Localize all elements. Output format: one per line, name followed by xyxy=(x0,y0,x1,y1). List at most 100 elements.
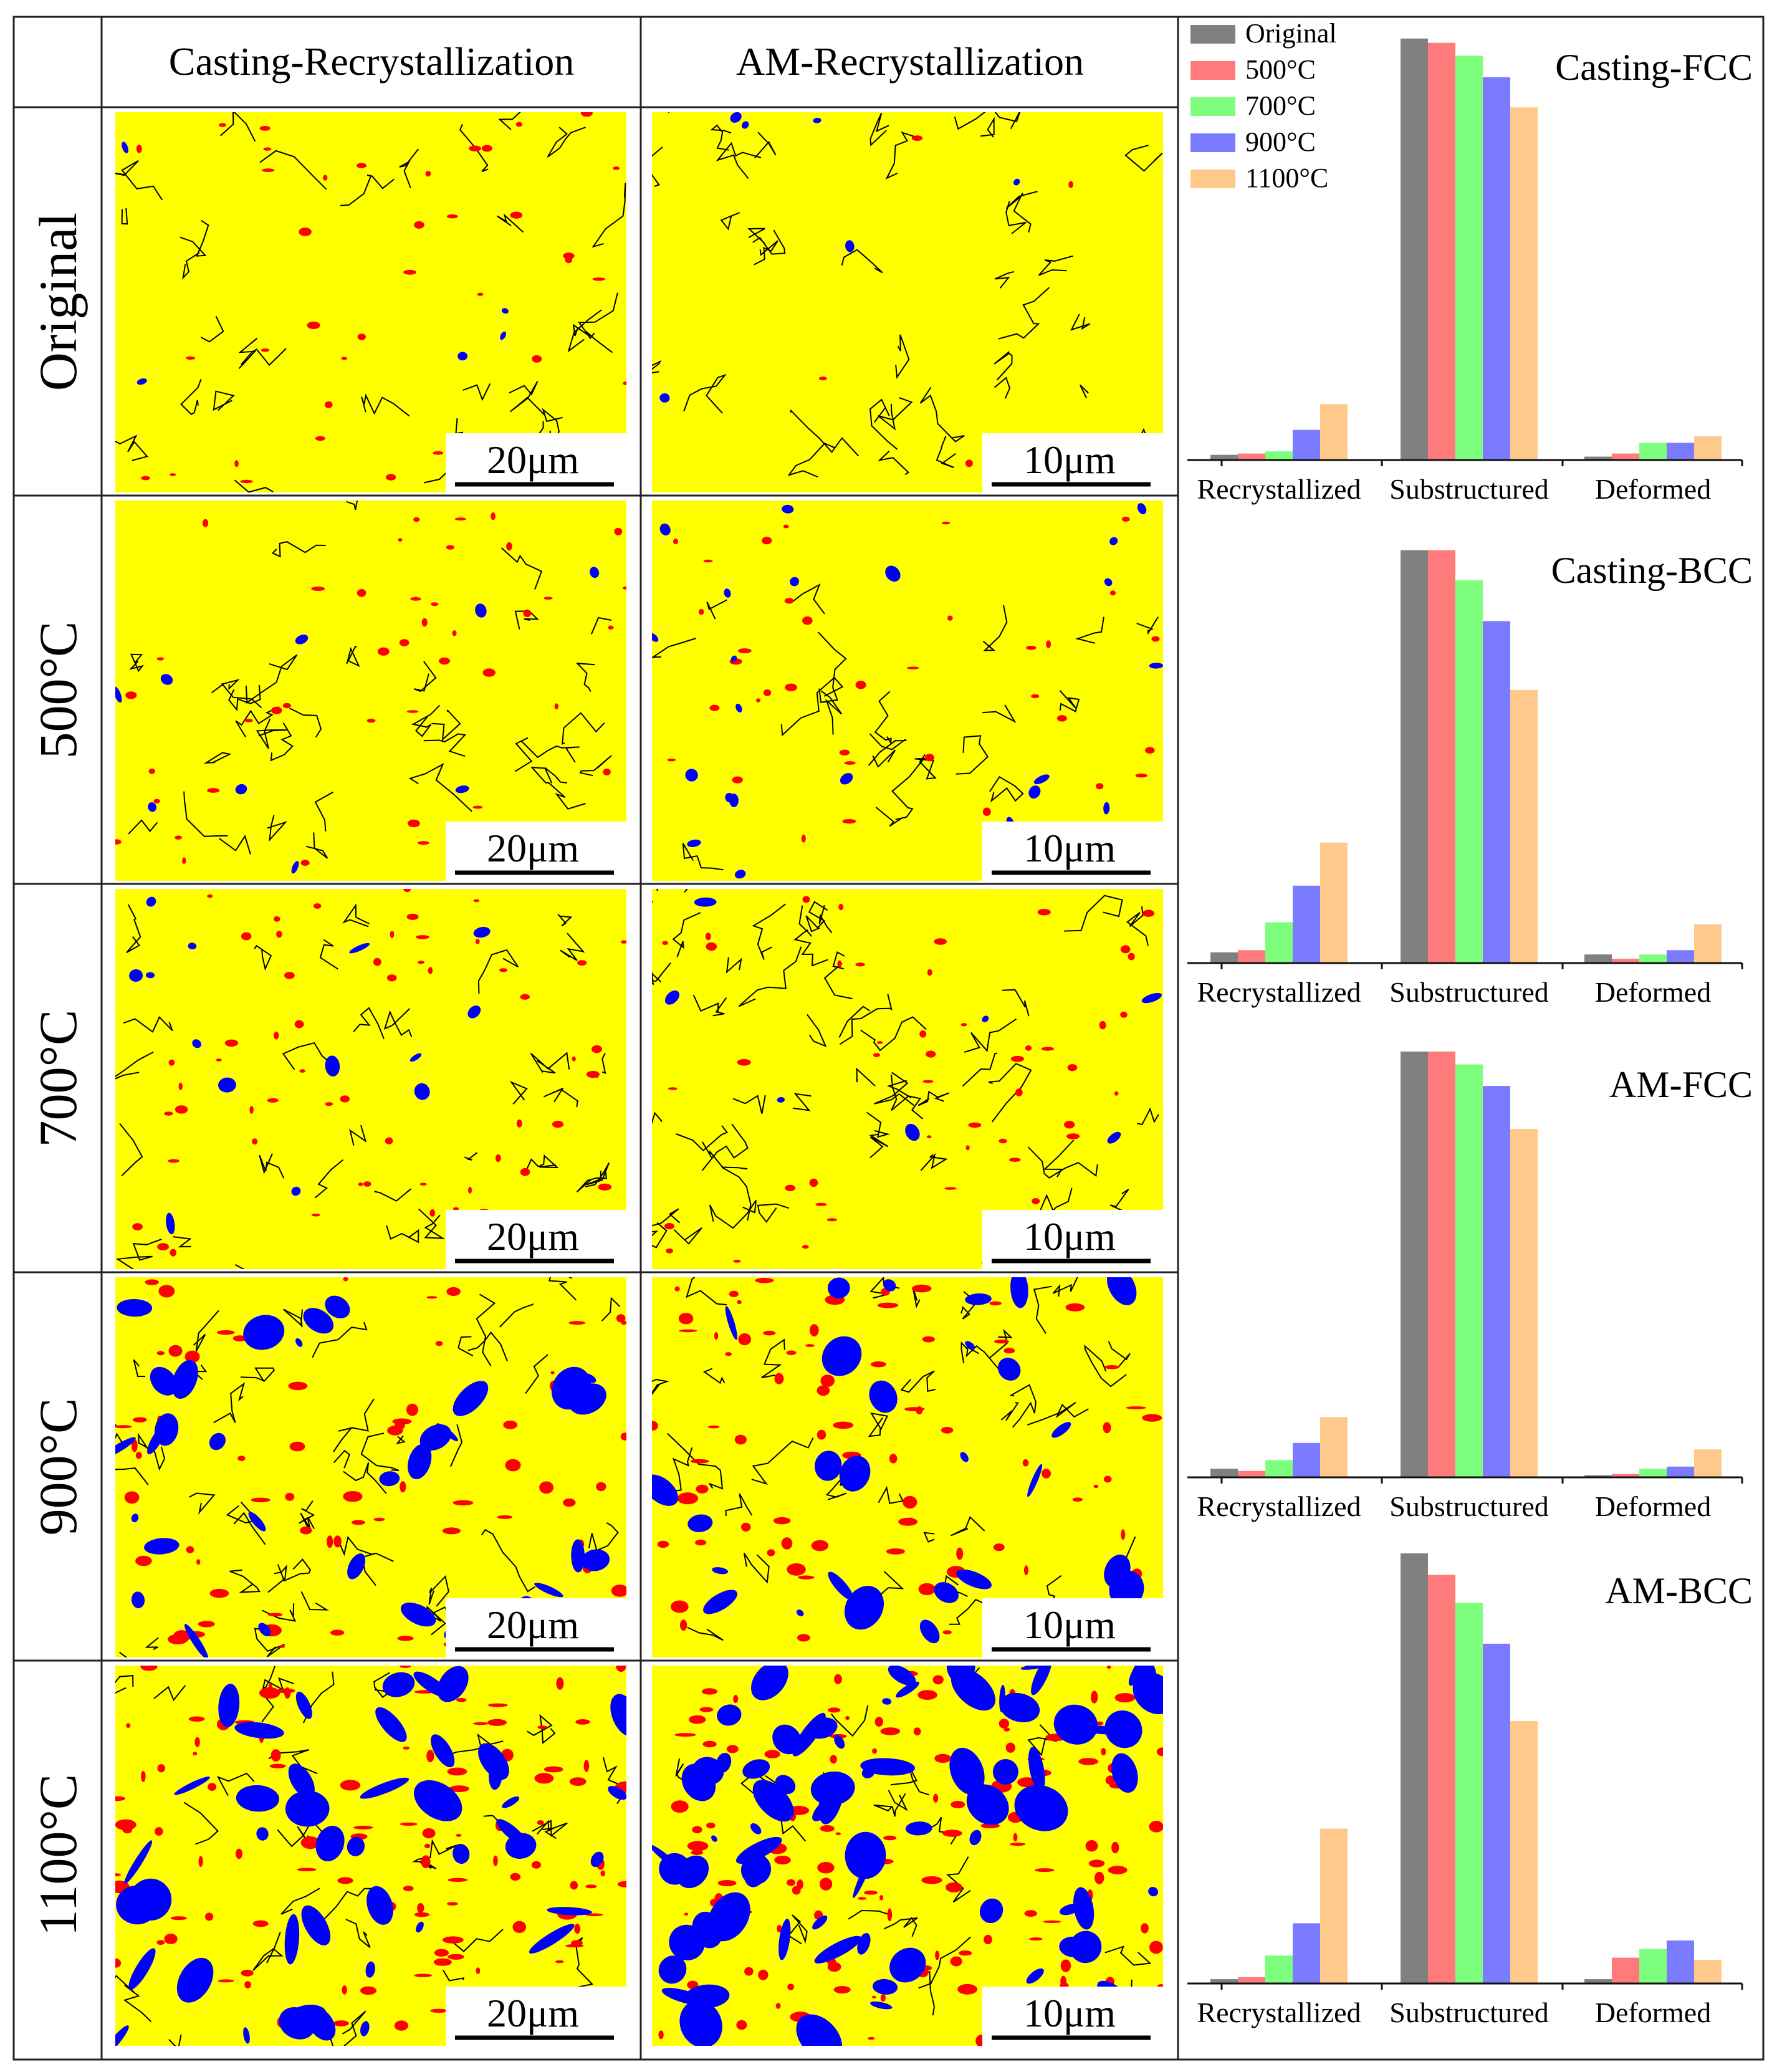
red-region xyxy=(125,691,137,699)
red-region xyxy=(706,942,717,951)
blue-region xyxy=(375,1707,407,1742)
grain-boundary xyxy=(874,691,892,745)
red-region xyxy=(145,1279,159,1285)
red-region xyxy=(366,718,376,723)
red-region xyxy=(421,1855,431,1868)
bar-700°C-Deformed xyxy=(1639,443,1667,460)
grain-boundary xyxy=(191,1365,208,1380)
blue-region xyxy=(840,773,853,785)
red-region xyxy=(267,1613,283,1617)
bar-700°C-Deformed xyxy=(1639,1949,1667,1983)
blue-region xyxy=(209,1432,226,1451)
blue-region xyxy=(1013,178,1020,186)
blue-region xyxy=(500,331,507,340)
red-region xyxy=(148,769,155,774)
grain-boundary xyxy=(374,1188,412,1202)
bar-500°C-Deformed xyxy=(1612,453,1639,460)
red-region xyxy=(616,1666,626,1672)
red-region xyxy=(592,1045,602,1053)
red-region xyxy=(941,521,951,525)
blue-region xyxy=(473,926,491,938)
red-region xyxy=(158,1285,175,1298)
grain-boundary xyxy=(885,131,915,180)
red-region xyxy=(244,719,253,722)
blue-region xyxy=(860,1758,915,1776)
red-region xyxy=(414,221,424,229)
red-region xyxy=(186,1546,194,1553)
red-region xyxy=(671,1600,689,1613)
grain-boundary xyxy=(752,229,786,255)
red-region xyxy=(132,1223,143,1230)
red-region xyxy=(472,805,483,809)
red-region xyxy=(428,967,433,974)
blue-region xyxy=(1107,1277,1137,1305)
grain-boundary xyxy=(1064,895,1123,932)
ebsd-map-casting-0 xyxy=(115,112,626,492)
red-region xyxy=(756,698,760,703)
red-region xyxy=(1072,1497,1083,1502)
grain-boundary xyxy=(667,1432,724,1490)
blue-region xyxy=(176,1957,214,2003)
red-region xyxy=(554,703,558,710)
red-region xyxy=(439,657,450,664)
grain-boundary xyxy=(980,117,995,138)
blue-region xyxy=(1010,1277,1028,1308)
red-region xyxy=(300,1526,312,1535)
red-region xyxy=(400,1666,411,1668)
red-region xyxy=(583,1760,590,1772)
red-region xyxy=(252,1138,258,1144)
legend-label: 900°C xyxy=(1245,127,1316,157)
red-region xyxy=(773,1517,791,1525)
red-region xyxy=(965,459,973,468)
blue-region xyxy=(410,1053,422,1062)
blue-region xyxy=(750,1823,762,1835)
blue-region xyxy=(725,1306,737,1340)
red-region xyxy=(898,1517,917,1526)
red-region xyxy=(512,1921,527,1933)
grain-boundary xyxy=(790,409,860,457)
blue-region xyxy=(360,1777,410,1799)
red-region xyxy=(673,539,678,545)
red-region xyxy=(968,1122,982,1128)
x-tick-label: Recrystallized xyxy=(1197,976,1361,1008)
blue-region xyxy=(115,2025,129,2046)
red-region xyxy=(311,1213,320,1217)
red-region xyxy=(960,1023,967,1027)
red-region xyxy=(417,961,424,964)
red-region xyxy=(1120,1011,1128,1018)
blue-region xyxy=(590,1851,604,1868)
blue-region xyxy=(129,969,143,982)
red-region xyxy=(343,1491,363,1502)
x-tick-label: Deformed xyxy=(1595,1997,1711,2028)
blue-region xyxy=(416,1921,424,1933)
red-region xyxy=(1091,1691,1098,1704)
red-region xyxy=(340,1780,361,1791)
red-region xyxy=(838,903,844,911)
scale-bar-label: 10μm xyxy=(1023,1603,1116,1647)
red-region xyxy=(351,1520,365,1525)
grain-boundary xyxy=(349,1125,367,1146)
blue-region xyxy=(1139,1666,1157,1702)
bar-1100°C-Recrystallized xyxy=(1320,404,1348,460)
grain-boundary xyxy=(817,631,847,703)
red-region xyxy=(544,1766,563,1773)
red-region xyxy=(386,474,396,481)
grain-boundary xyxy=(891,1074,924,1120)
grain-boundary xyxy=(219,112,256,142)
red-region xyxy=(157,1764,165,1773)
x-tick-label: Substructured xyxy=(1389,976,1549,1008)
red-region xyxy=(232,1335,247,1341)
red-region xyxy=(855,681,866,689)
bar-1100°C-Deformed xyxy=(1694,436,1722,460)
legend-swatch xyxy=(1190,61,1235,80)
map-matrix xyxy=(115,1277,626,1657)
red-region xyxy=(880,1727,901,1735)
grain-boundary xyxy=(602,1757,626,1805)
grain-boundary xyxy=(228,684,261,712)
grain-boundary xyxy=(476,1293,496,1366)
red-region xyxy=(417,841,429,845)
grain-boundary xyxy=(682,843,724,871)
red-region xyxy=(433,451,444,455)
red-region xyxy=(216,1330,235,1335)
grain-boundary xyxy=(182,252,200,280)
